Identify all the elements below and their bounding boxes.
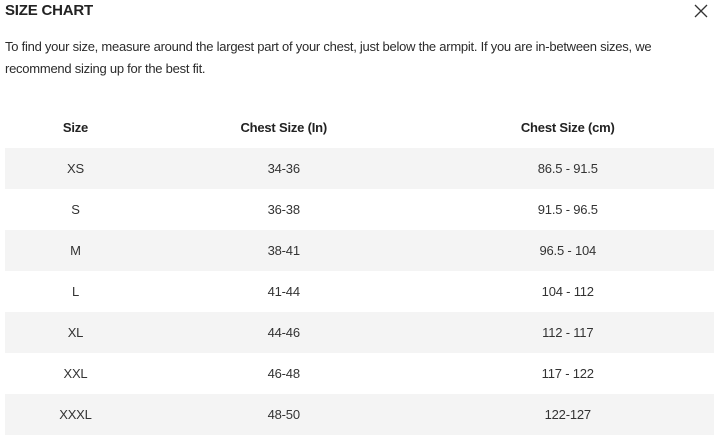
table-row: L 41-44 104 - 112	[5, 271, 714, 312]
table-row: XXXL 48-50 122-127	[5, 394, 714, 435]
cell-chest-in: 41-44	[267, 284, 300, 299]
page-title: SIZE CHART	[5, 2, 94, 19]
cell-size: L	[71, 284, 79, 299]
cell-size: XS	[5, 148, 146, 189]
cell-chest-cm: 112 - 117	[421, 312, 714, 353]
cell-chest-in: 44-46	[145, 312, 422, 353]
cell-chest-cm: 86.5 - 91.5	[421, 148, 714, 189]
cell-chest-in: 36-38	[267, 202, 300, 217]
cell-chest-in: 38-41	[145, 230, 422, 271]
cell-chest-in: 34-36	[145, 148, 422, 189]
cell-chest-cm: 96.5 - 104	[421, 230, 714, 271]
table-header-row: Size Chest Size (In) Chest Size (cm)	[5, 107, 714, 148]
table-row: S 36-38 91.5 - 96.5	[5, 189, 714, 230]
cell-chest-in: 46-48	[267, 366, 300, 381]
cell-size: M	[5, 230, 146, 271]
cell-chest-in: 48-50	[145, 394, 422, 435]
cell-chest-cm: 91.5 - 96.5	[537, 202, 598, 217]
header-size: Size	[62, 120, 89, 135]
table-row: M 38-41 96.5 - 104	[5, 230, 714, 271]
cell-size: XXL	[63, 366, 88, 381]
size-table: Size Chest Size (In) Chest Size (cm) XS 3…	[5, 107, 714, 435]
cell-chest-cm: 122-127	[421, 394, 714, 435]
cell-size: S	[71, 202, 80, 217]
cell-chest-cm: 104 - 112	[541, 284, 594, 299]
size-instructions: To find your size, measure around the la…	[5, 39, 652, 76]
cell-size: XL	[5, 312, 146, 353]
header-chest-in: Chest Size (In)	[240, 120, 328, 135]
table-row: XL 44-46 112 - 117	[5, 312, 714, 353]
table-row: XS 34-36 86.5 - 91.5	[5, 148, 714, 189]
header-chest-cm: Chest Size (cm)	[520, 120, 615, 135]
cell-chest-cm: 117 - 122	[541, 366, 594, 381]
close-icon[interactable]	[692, 2, 710, 20]
cell-size: XXXL	[5, 394, 146, 435]
table-row: XXL 46-48 117 - 122	[5, 353, 714, 394]
